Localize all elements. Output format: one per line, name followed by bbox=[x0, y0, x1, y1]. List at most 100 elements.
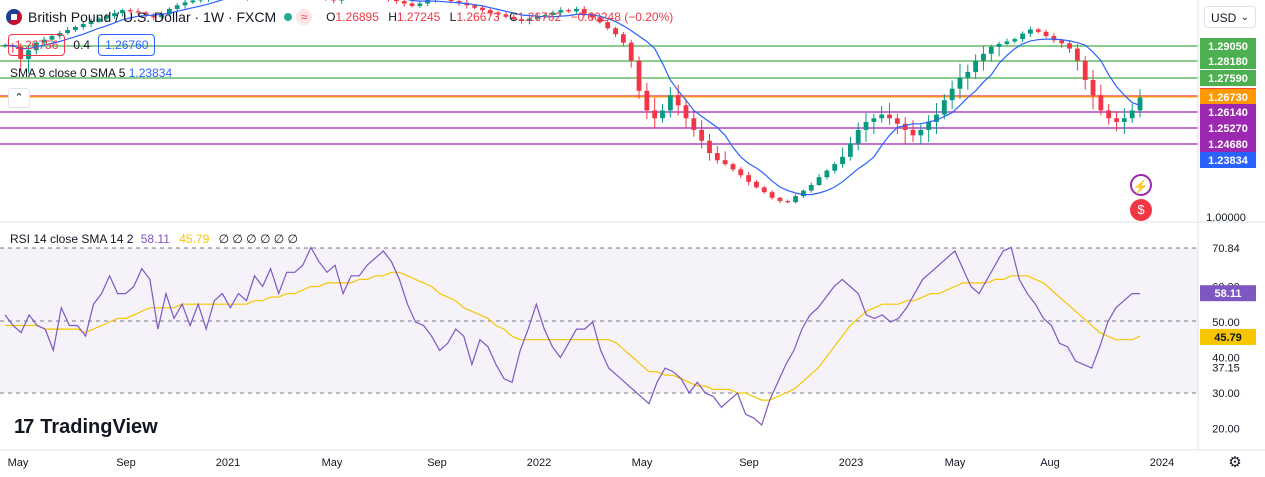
candle-body bbox=[143, 12, 149, 15]
ohlc-values: O1.26895 H1.27245 L1.26673 C1.26762 −0.0… bbox=[326, 10, 679, 24]
economic-events-flag-icon[interactable]: $ bbox=[1130, 199, 1152, 221]
candle-body bbox=[550, 12, 556, 15]
sma-legend-label: SMA 9 close 0 SMA 5 bbox=[10, 66, 126, 80]
candle-body bbox=[714, 153, 720, 161]
ohlc-high-label: H bbox=[388, 10, 397, 24]
candle-body bbox=[1043, 31, 1049, 37]
time-tick-label: Sep bbox=[116, 457, 136, 469]
sma-line bbox=[4, 0, 1141, 196]
collapse-legend-button[interactable]: ⌃ bbox=[8, 88, 30, 108]
candle-body bbox=[1137, 97, 1143, 111]
candle-body bbox=[448, 0, 454, 2]
candle-body bbox=[934, 114, 939, 122]
lightning-icon[interactable]: ⚡ bbox=[1130, 174, 1152, 196]
time-tick-label: May bbox=[8, 457, 29, 469]
time-tick-label: 2022 bbox=[527, 457, 551, 469]
candle-body bbox=[182, 2, 188, 6]
rsi-tick-label: 50.00 bbox=[1212, 317, 1240, 329]
rsi-sma-line bbox=[5, 271, 1141, 401]
candle-body bbox=[769, 192, 775, 198]
data-status-icon[interactable]: ≈ bbox=[296, 9, 313, 25]
rsi-band bbox=[0, 248, 1198, 393]
candle-body bbox=[691, 118, 697, 130]
price-badge-label: 1.28180 bbox=[1208, 56, 1248, 68]
candle-body bbox=[96, 18, 102, 22]
candle-body bbox=[613, 28, 618, 35]
candle-body bbox=[104, 16, 110, 19]
price-badge bbox=[1200, 70, 1256, 86]
tradingview-logo[interactable]: 17 TradingView bbox=[14, 416, 158, 439]
ohlc-open-label: O bbox=[326, 10, 336, 24]
candle-body bbox=[26, 50, 31, 59]
rsi-extra-values: ∅ ∅ ∅ ∅ ∅ ∅ bbox=[218, 232, 298, 246]
time-tick-label: 2024 bbox=[1150, 457, 1174, 469]
candle-body bbox=[1106, 110, 1112, 119]
price-badge bbox=[1200, 136, 1256, 152]
gear-icon[interactable]: ⚙ bbox=[1228, 454, 1242, 471]
symbol-title[interactable]: British Pound / U.S. Dollar · 1W · FXCM bbox=[28, 9, 277, 25]
time-axis[interactable]: May Sep 2021 May Sep 2022 May Sep 2023 May Aug 2024 bbox=[8, 457, 1175, 469]
candle-body bbox=[487, 10, 493, 13]
rsi-legend-label: RSI 14 close SMA 14 2 bbox=[10, 232, 134, 246]
candle-body bbox=[1051, 36, 1057, 41]
chevron-down-icon: ⌄ bbox=[1240, 12, 1249, 23]
candle-body bbox=[801, 190, 806, 197]
candle-body bbox=[1074, 48, 1080, 61]
candle-body bbox=[1121, 118, 1127, 122]
candle-body bbox=[636, 60, 642, 91]
candle-body bbox=[871, 118, 877, 122]
candle-body bbox=[480, 7, 485, 11]
candle-body bbox=[88, 21, 94, 24]
currency-selector[interactable]: USD ⌄ bbox=[1204, 6, 1256, 28]
candle-body bbox=[707, 140, 712, 154]
price-badge-label: 1.29050 bbox=[1208, 41, 1248, 53]
currency-selector-value: USD bbox=[1211, 11, 1237, 25]
candle-body bbox=[1012, 39, 1018, 42]
candle-body bbox=[495, 12, 501, 15]
sell-button[interactable]: 1.26756 bbox=[8, 34, 66, 56]
candle-body bbox=[1082, 60, 1088, 80]
rsi-badge-label: 58.11 bbox=[1215, 288, 1242, 300]
tradingview-logo-icon: 17 bbox=[14, 416, 34, 438]
sma-legend[interactable]: SMA 9 close 0 SMA 5 1.23834 bbox=[10, 66, 172, 80]
candle-body bbox=[401, 1, 407, 4]
candle-body bbox=[675, 95, 681, 106]
price-badge bbox=[1200, 104, 1256, 120]
candle-body bbox=[1004, 41, 1010, 44]
candle-body bbox=[926, 121, 932, 130]
candle-body bbox=[667, 95, 673, 111]
candle-body bbox=[652, 110, 658, 119]
price-badge bbox=[1200, 152, 1256, 168]
rsi-sma-legend-value: 45.79 bbox=[179, 232, 210, 246]
candle-body bbox=[957, 77, 963, 89]
candle-body bbox=[1114, 118, 1119, 122]
candle-body bbox=[135, 11, 141, 13]
price-badge-label: 1.26730 bbox=[1208, 92, 1248, 104]
candle-body bbox=[683, 105, 689, 119]
candle-body bbox=[754, 181, 759, 188]
candle-body bbox=[605, 22, 611, 29]
price-lines bbox=[0, 45, 1198, 145]
candle-series bbox=[2, 0, 1143, 204]
bid-ask-panel: 1.26756 0.4 1.26760 bbox=[8, 34, 156, 56]
ohlc-open-value: 1.26895 bbox=[335, 10, 379, 24]
candle-body bbox=[949, 88, 955, 101]
candle-body bbox=[456, 1, 462, 3]
rsi-tick-label: 70.84 bbox=[1212, 243, 1240, 255]
candle-body bbox=[981, 53, 986, 61]
rsi-axis-labels[interactable]: 70.8460.0050.0040.0037.1530.0020.0058.11… bbox=[1200, 243, 1256, 436]
price-badge-label: 1.23834 bbox=[1208, 155, 1249, 167]
price-badge bbox=[1200, 53, 1256, 69]
candle-body bbox=[511, 16, 517, 20]
rsi-legend[interactable]: RSI 14 close SMA 14 2 58.11 45.79 ∅ ∅ ∅ … bbox=[10, 232, 298, 246]
candle-body bbox=[965, 71, 971, 78]
buy-button[interactable]: 1.26760 bbox=[98, 34, 156, 56]
candle-body bbox=[581, 8, 587, 14]
rsi-badge bbox=[1200, 328, 1256, 345]
time-tick-label: Sep bbox=[427, 457, 447, 469]
candle-body bbox=[855, 129, 861, 144]
candle-body bbox=[1020, 33, 1025, 40]
candle-body bbox=[793, 196, 798, 203]
